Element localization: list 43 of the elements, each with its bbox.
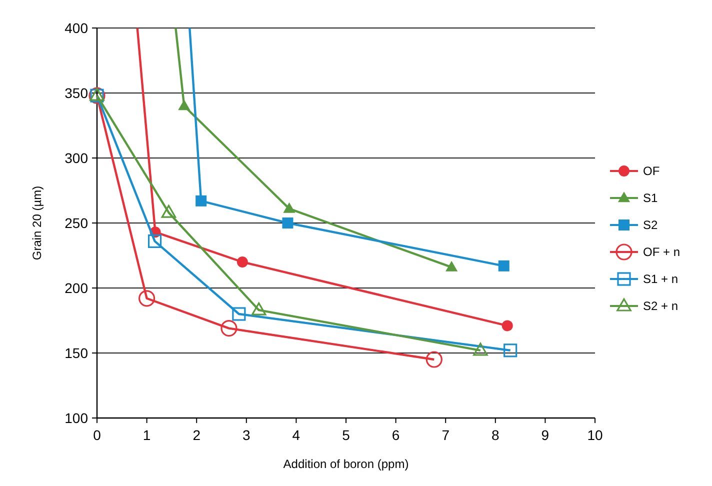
point <box>161 204 176 218</box>
point <box>138 290 156 307</box>
x-axis-title: Addition of boron (ppm) <box>283 457 409 471</box>
point <box>502 320 513 332</box>
x-tick-label: 9 <box>541 427 550 443</box>
x-tick-label: 0 <box>93 427 102 443</box>
point <box>282 218 294 228</box>
y-axis-title: Grain 20 (µm) <box>30 186 44 260</box>
y-tick-label: 350 <box>64 84 88 101</box>
y-tick-label: 200 <box>64 280 88 296</box>
x-tick-label: 7 <box>442 427 450 443</box>
legend-label: S2 + n <box>643 299 678 314</box>
x-tick-label: 4 <box>292 427 300 443</box>
point <box>504 344 518 358</box>
y-tick-label: 300 <box>64 150 88 166</box>
legend-label: S1 + n <box>643 272 678 286</box>
point <box>236 256 248 268</box>
legend-label: S1 <box>643 191 658 206</box>
point <box>498 260 510 272</box>
legend-label: S2 <box>643 218 658 232</box>
y-tick-label: 100 <box>64 410 88 426</box>
x-tick-label: 3 <box>242 427 250 443</box>
point <box>251 302 266 316</box>
point <box>178 100 190 110</box>
point <box>196 195 207 206</box>
point <box>283 202 296 213</box>
point <box>446 260 458 272</box>
x-tick-label: 10 <box>587 427 603 443</box>
x-tick-label: 2 <box>192 427 201 443</box>
point <box>220 320 238 337</box>
x-tick-label: 1 <box>142 427 151 443</box>
x-tick-label: 8 <box>492 427 500 443</box>
legend-label: OF + n <box>643 245 680 260</box>
point <box>148 234 162 248</box>
point <box>426 351 442 368</box>
legend-label: OF <box>643 164 660 178</box>
x-tick-label: 6 <box>392 427 400 443</box>
point <box>232 307 246 321</box>
y-tick-label: 250 <box>64 214 88 231</box>
x-tick-label: 5 <box>342 427 350 443</box>
y-tick-label: 150 <box>64 344 88 361</box>
point <box>473 342 488 356</box>
y-tick-label: 400 <box>64 20 88 36</box>
